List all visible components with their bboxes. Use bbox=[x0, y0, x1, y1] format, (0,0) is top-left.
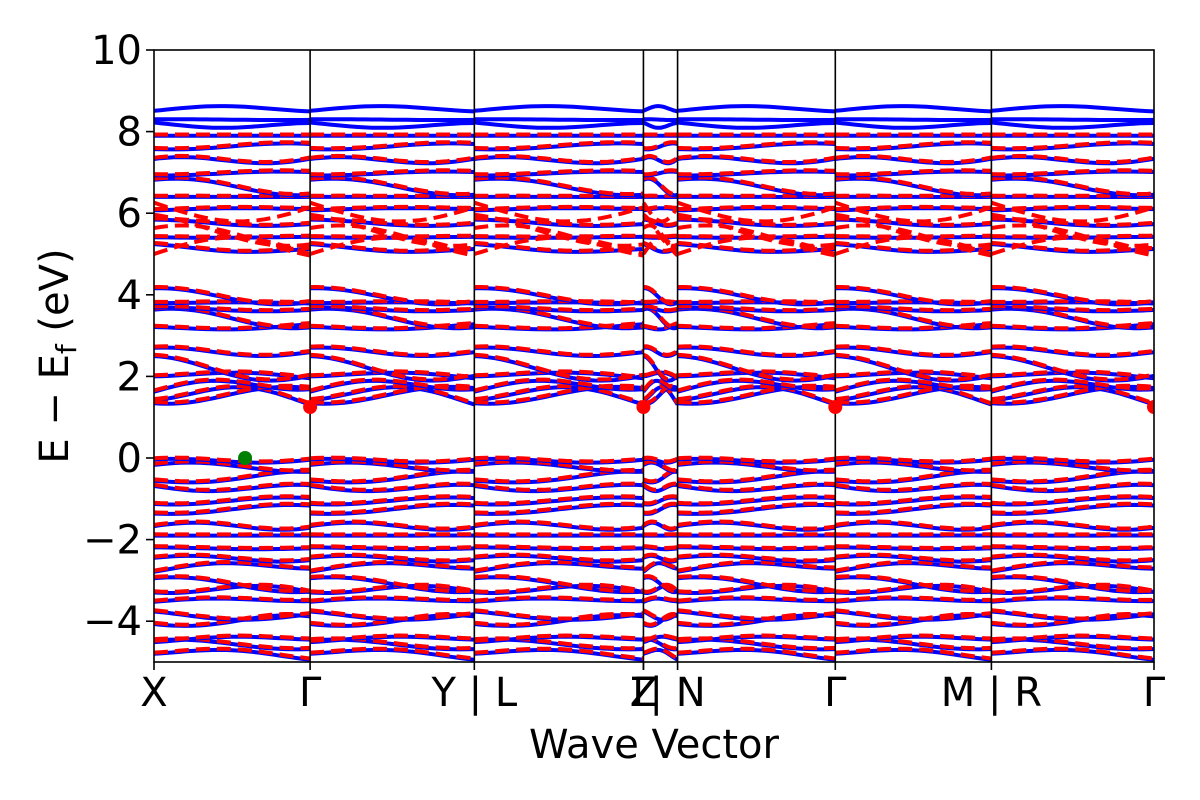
band-line-dashed bbox=[154, 383, 1154, 405]
band-extremum-marker bbox=[828, 400, 843, 414]
band-line-dashed bbox=[154, 153, 1154, 165]
band-line-dashed bbox=[154, 552, 1154, 563]
band-lines bbox=[154, 104, 1154, 662]
y-tick-label: 4 bbox=[117, 273, 142, 319]
y-tick-label: −4 bbox=[83, 599, 142, 645]
y-axis-title-unit: (eV) bbox=[32, 248, 78, 344]
band-extremum-marker bbox=[238, 451, 253, 465]
band-line-dashed bbox=[154, 352, 1154, 382]
band-line-dashed bbox=[154, 175, 1154, 197]
band-line-dashed bbox=[154, 304, 1154, 313]
y-tick-label: −2 bbox=[83, 518, 142, 564]
x-tick-label: Y | L bbox=[431, 670, 518, 716]
y-axis-title: E − Ef (eV) bbox=[32, 248, 83, 463]
band-line-solid bbox=[154, 120, 1154, 130]
band-line-solid bbox=[154, 117, 1154, 122]
y-tick-label: 6 bbox=[117, 191, 142, 237]
band-line-dashed bbox=[154, 501, 1154, 515]
band-line-dashed bbox=[154, 168, 1154, 177]
band-line-solid bbox=[154, 104, 1154, 114]
band-line-dashed bbox=[154, 233, 1154, 239]
band-line-dashed bbox=[154, 216, 1154, 227]
extremum-markers bbox=[238, 400, 1154, 465]
band-line-dashed bbox=[154, 519, 1154, 531]
band-extremum-marker bbox=[1147, 400, 1154, 414]
band-line-dashed bbox=[154, 574, 1154, 593]
band-line-dashed bbox=[154, 285, 1154, 306]
band-line-dashed bbox=[154, 633, 1154, 643]
band-line-dashed bbox=[154, 321, 1154, 331]
band-line-dashed bbox=[154, 240, 1154, 253]
band-line-dashed bbox=[154, 459, 1154, 473]
x-tick-label: Γ bbox=[1143, 670, 1166, 716]
band-line-dashed bbox=[154, 299, 1154, 305]
band-line-dashed bbox=[154, 200, 1154, 224]
band-line-dashed bbox=[154, 481, 1154, 492]
band-line-dashed bbox=[154, 595, 1154, 603]
x-tick-label: X bbox=[140, 670, 167, 716]
band-line-dashed bbox=[154, 204, 1154, 212]
band-line-dashed bbox=[154, 377, 1154, 393]
band-line-dashed bbox=[154, 559, 1154, 573]
band-line-dashed bbox=[154, 223, 1154, 258]
y-axis-title-main: E − E bbox=[32, 354, 78, 464]
band-line-dashed bbox=[154, 140, 1154, 151]
band-line-dashed bbox=[154, 636, 1154, 651]
band-line-dashed bbox=[154, 494, 1154, 506]
kpoint-divider-lines bbox=[309, 50, 993, 662]
band-line-dashed bbox=[154, 305, 1154, 330]
y-axis-ticks: 10 8 6 4 2 0 −2 −4 bbox=[83, 28, 154, 645]
y-axis-title-subscript: f bbox=[50, 343, 83, 354]
band-line-dashed bbox=[154, 467, 1154, 484]
y-tick-label: 10 bbox=[91, 28, 142, 74]
y-tick-label: 2 bbox=[117, 354, 142, 400]
band-line-dashed bbox=[154, 544, 1154, 551]
band-line-dashed bbox=[154, 608, 1154, 621]
x-tick-label: Γ bbox=[632, 670, 655, 716]
y-tick-label: 0 bbox=[117, 436, 142, 482]
x-tick-label: Γ bbox=[824, 670, 847, 716]
band-line-dashed bbox=[154, 369, 1154, 380]
x-axis-title: Wave Vector bbox=[529, 722, 780, 768]
band-line-dashed bbox=[154, 383, 1154, 406]
plot-frame bbox=[153, 49, 1155, 663]
band-extremum-marker bbox=[303, 400, 318, 414]
x-tick-label: Z bbox=[630, 670, 657, 716]
band-line-dashed bbox=[154, 344, 1154, 357]
x-tick-label: | N bbox=[650, 670, 706, 716]
band-line-dashed bbox=[154, 455, 1154, 464]
band-extremum-marker bbox=[636, 400, 651, 414]
y-tick-label: 8 bbox=[117, 110, 142, 156]
band-line-dashed bbox=[154, 646, 1154, 661]
x-tick-label: M | R bbox=[941, 670, 1042, 716]
band-line-dashed bbox=[154, 212, 1154, 248]
x-tick-label: Γ bbox=[299, 670, 322, 716]
